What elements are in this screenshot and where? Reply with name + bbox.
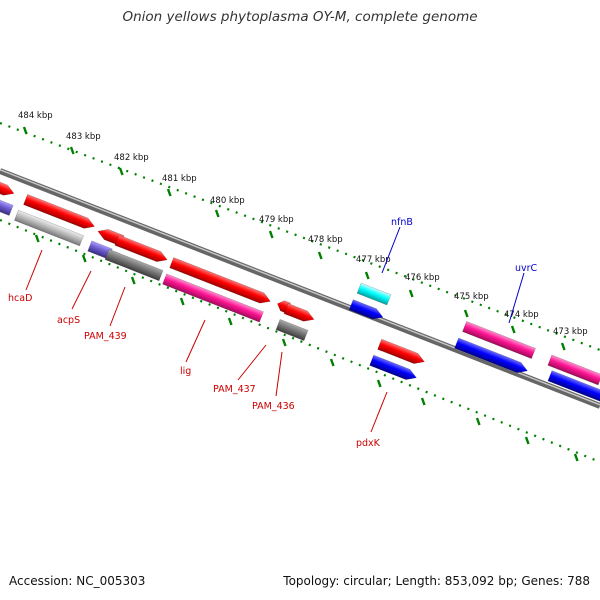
gene-arrow-hcaD-region[interactable] [0, 177, 16, 198]
tick-mark-minor [227, 317, 233, 326]
tick-mark-major [364, 271, 370, 280]
gene-leader-line [185, 319, 206, 363]
tick-mark-major [408, 289, 414, 298]
gene-leader-line [71, 270, 92, 310]
gene-arrow-pdxK-upper[interactable] [377, 338, 427, 367]
gene-arrow-nfnB[interactable] [356, 282, 392, 306]
tick-mark-minor [81, 254, 87, 263]
gene-leader-line [275, 351, 283, 397]
gene-label[interactable]: pdxK [356, 438, 381, 449]
tick-label: 481 kbp [162, 174, 197, 184]
gene-arrow-lower[interactable] [0, 196, 14, 216]
tick-mark-major [214, 209, 220, 218]
gene-arrow-upper[interactable] [23, 193, 97, 231]
tick-mark-minor [281, 338, 287, 347]
gene-arrow-PAM_436[interactable] [275, 319, 309, 341]
tick-mark-minor [179, 297, 185, 306]
gene-label[interactable]: hcaD [8, 293, 32, 304]
gene-label[interactable]: nfnB [391, 217, 413, 228]
tick-mark-minor [524, 436, 530, 445]
tick-label: 480 kbp [210, 196, 245, 206]
gene-label[interactable]: lig [180, 366, 191, 377]
gene-arrow-nfnB-lower[interactable] [348, 299, 385, 323]
gene-arrow-PAM_439[interactable] [104, 248, 164, 282]
gene-features [0, 177, 600, 402]
tick-mark-major [463, 309, 469, 318]
tick-label: 474 kbp [504, 310, 539, 320]
gene-arrow-acpS-region[interactable] [14, 209, 84, 247]
tick-mark-major [69, 146, 75, 155]
tick-label: 484 kbp [18, 111, 53, 121]
gene-leader-line [109, 286, 126, 327]
gene-arrow-uvrC[interactable] [462, 320, 536, 360]
gene-arrow-upper[interactable] [114, 234, 169, 265]
tick-label: 476 kbp [405, 273, 440, 283]
tick-label: 473 kbp [553, 327, 588, 337]
tick-mark-major [118, 167, 124, 176]
tick-label: 477 kbp [356, 255, 391, 265]
topology-summary: Topology: circular; Length: 853,092 bp; … [283, 574, 590, 588]
tick-mark-minor [329, 358, 335, 367]
gene-label[interactable]: PAM_437 [213, 384, 256, 395]
tick-mark-minor [130, 276, 136, 285]
tick-mark-major [22, 126, 28, 135]
tick-mark-minor [420, 397, 426, 406]
tick-label: 479 kbp [259, 215, 294, 225]
gene-label[interactable]: PAM_439 [84, 331, 127, 342]
tick-label: 475 kbp [454, 292, 489, 302]
tick-mark-minor [475, 417, 481, 426]
tick-mark-major [268, 230, 274, 239]
tick-marks: 484 kbp 483 kbp 482 kbp 481 kbp 480 kbp 479 k… [18, 111, 588, 462]
tick-mark-minor [573, 453, 579, 462]
tick-label: 483 kbp [66, 132, 101, 142]
tick-mark-minor [376, 379, 382, 388]
accession-label: Accession: NC_005303 [9, 574, 146, 588]
gene-arrow-upper[interactable] [283, 303, 316, 324]
gene-arrow-lower[interactable] [454, 337, 530, 376]
gene-arrow-upper[interactable] [169, 257, 273, 307]
gene-arrow-pdxK[interactable] [369, 354, 419, 383]
tick-mark-major [166, 188, 172, 197]
gene-leader-line [237, 344, 267, 381]
gene-label[interactable]: PAM_436 [252, 401, 295, 412]
gene-arrow-upper[interactable] [547, 354, 600, 386]
gene-label[interactable]: acpS [57, 315, 80, 326]
tick-mark-major [317, 251, 323, 260]
gene-label[interactable]: uvrC [515, 263, 538, 274]
tick-mark-major [560, 342, 566, 351]
tick-mark-major [510, 325, 516, 334]
gene-arrow-lower[interactable] [547, 370, 600, 402]
tick-label: 478 kbp [308, 235, 343, 245]
tick-mark-minor [34, 234, 40, 243]
gene-leader-line [25, 249, 43, 291]
tick-label: 482 kbp [114, 153, 149, 163]
gene-leader-line [370, 391, 388, 433]
map-title: Onion yellows phytoplasma OY-M, complete… [122, 9, 478, 25]
genome-backbone [0, 168, 600, 409]
gene-arrow-lig[interactable] [162, 273, 264, 323]
gene-leader-line [381, 226, 401, 274]
gene-leader-line [508, 272, 525, 324]
